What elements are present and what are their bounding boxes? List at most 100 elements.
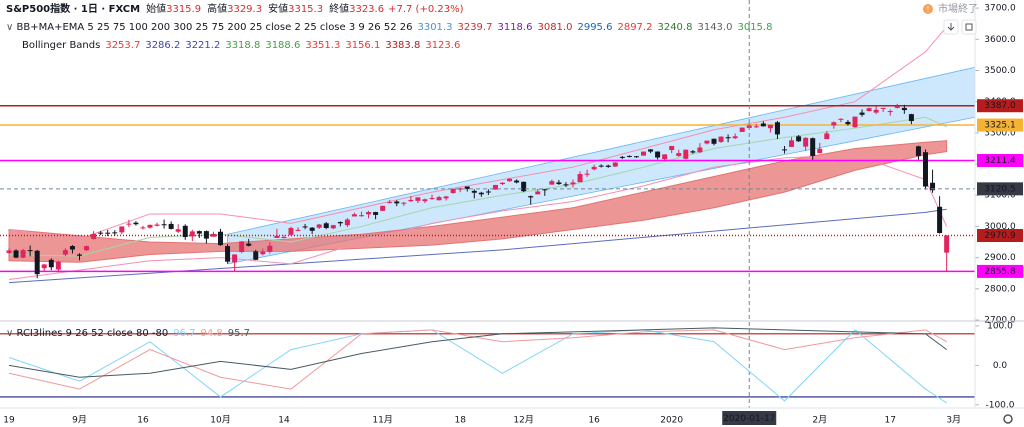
candle-body bbox=[302, 226, 308, 228]
overlay-line bbox=[8, 116, 947, 257]
y-tick-label: 3000.0 bbox=[984, 222, 1016, 232]
indicator-value: 3253.7 bbox=[105, 40, 140, 51]
candle-body bbox=[34, 250, 40, 275]
candle-body bbox=[112, 232, 118, 234]
x-tick-label: 10月 bbox=[210, 415, 230, 426]
candle-body bbox=[774, 122, 780, 135]
x-tick-label: 16 bbox=[588, 416, 600, 426]
ohlc-value: 3323.6 bbox=[349, 4, 384, 15]
candle-body bbox=[894, 106, 900, 108]
candle-body bbox=[253, 251, 259, 260]
candle-body bbox=[330, 225, 336, 229]
indicator-value: 3318.8 bbox=[225, 40, 260, 51]
candle-body bbox=[711, 138, 717, 144]
rci-tick-label: 0.0 bbox=[993, 361, 1008, 371]
candle-body bbox=[20, 250, 26, 258]
candle-body bbox=[824, 133, 830, 140]
candle-body bbox=[260, 251, 266, 255]
candle-body bbox=[944, 235, 950, 253]
candle-body bbox=[584, 173, 590, 175]
candle-body bbox=[556, 182, 562, 185]
indicator-value: 3123.6 bbox=[425, 40, 460, 51]
candle-body bbox=[845, 121, 851, 125]
candle-body bbox=[323, 223, 329, 228]
candle-body bbox=[500, 182, 505, 185]
level-label-box bbox=[977, 153, 1023, 167]
candle-body bbox=[380, 205, 386, 211]
candle-body bbox=[676, 153, 682, 156]
y-tick-label: 3100.0 bbox=[984, 191, 1016, 201]
maximize-button[interactable] bbox=[961, 19, 977, 35]
candle-body bbox=[337, 222, 343, 224]
level-label-box bbox=[977, 118, 1023, 132]
indicator-value: 3351.3 bbox=[305, 40, 340, 51]
arrow-icon bbox=[947, 23, 955, 31]
candle-body bbox=[161, 224, 167, 226]
candle-body bbox=[13, 250, 19, 258]
y-tick-label: 2800.0 bbox=[984, 284, 1016, 294]
candle-body bbox=[753, 126, 759, 128]
candle-body bbox=[295, 229, 301, 231]
candle-body bbox=[133, 222, 139, 225]
y-tick-label: 3500.0 bbox=[984, 66, 1016, 76]
x-tick-label: 11月 bbox=[372, 415, 392, 426]
candle-body bbox=[633, 156, 639, 158]
x-tick-label: 3月 bbox=[946, 415, 961, 426]
indicator-value: 3221.2 bbox=[185, 40, 220, 51]
candle-body bbox=[464, 186, 470, 190]
candle-body bbox=[415, 197, 421, 201]
candle-body bbox=[718, 136, 724, 142]
rci-legend-value: 94.8 bbox=[200, 328, 222, 339]
candle-body bbox=[542, 189, 548, 191]
indicator-value: 3188.6 bbox=[265, 40, 300, 51]
candle-body bbox=[443, 196, 449, 199]
maximize-icon bbox=[965, 23, 973, 31]
candle-body bbox=[196, 231, 202, 234]
candle-body bbox=[810, 138, 816, 156]
candle-body bbox=[612, 162, 618, 167]
candle-body bbox=[739, 127, 745, 132]
candle-body bbox=[309, 227, 315, 231]
candle-body bbox=[605, 165, 611, 167]
candle-body bbox=[55, 261, 61, 270]
candle-body bbox=[831, 122, 837, 126]
candle-body bbox=[239, 241, 245, 253]
candle-body bbox=[577, 174, 583, 183]
indicator-value: 3383.8 bbox=[385, 40, 420, 51]
indicator-value: 3081.0 bbox=[537, 22, 572, 33]
candle-body bbox=[471, 190, 477, 193]
candle-body bbox=[887, 111, 893, 113]
indicator-value: 2995.6 bbox=[577, 22, 612, 33]
candle-body bbox=[351, 214, 357, 217]
candle-body bbox=[570, 182, 576, 185]
rci-title: RCI3lines 9 26 52 close 80 -80 bbox=[17, 328, 169, 339]
status-icon-mark: ! bbox=[926, 5, 929, 14]
rci-line bbox=[8, 329, 947, 390]
candle-body bbox=[401, 202, 407, 204]
candle-body bbox=[408, 199, 414, 202]
candle-body bbox=[62, 250, 68, 255]
candle-body bbox=[218, 231, 223, 246]
candle-body bbox=[281, 237, 287, 239]
overlay-line bbox=[8, 26, 948, 240]
candle-body bbox=[704, 140, 710, 144]
candle-body bbox=[147, 224, 153, 228]
candle-body bbox=[140, 227, 146, 229]
candle-body bbox=[923, 152, 928, 187]
main-pane bbox=[0, 0, 975, 408]
level-label: 2970.9 bbox=[984, 231, 1016, 241]
x-tick-label: 19 bbox=[3, 416, 15, 426]
candle-body bbox=[119, 226, 125, 233]
candle-body bbox=[274, 235, 280, 238]
ohlc-value: 3315.3 bbox=[288, 4, 323, 15]
settings-button[interactable] bbox=[1003, 414, 1013, 424]
x-tick-label: 2月 bbox=[812, 415, 827, 426]
candle-body bbox=[641, 151, 646, 156]
candle-body bbox=[535, 191, 541, 195]
candle-body bbox=[344, 219, 350, 226]
candle-body bbox=[450, 189, 456, 194]
rci-tick-label: -100.0 bbox=[985, 400, 1014, 410]
candle-body bbox=[373, 212, 379, 215]
candle-body bbox=[429, 198, 435, 200]
candle-body bbox=[436, 197, 442, 201]
